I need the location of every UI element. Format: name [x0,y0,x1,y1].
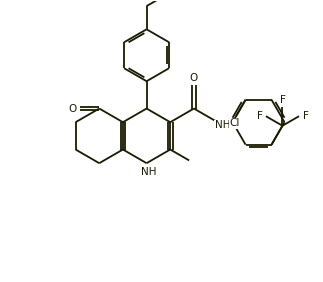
Text: NH: NH [215,120,230,130]
Text: F: F [303,111,308,121]
Text: NH: NH [141,167,157,177]
Text: Cl: Cl [229,118,240,128]
Text: O: O [190,73,198,83]
Text: F: F [279,94,286,105]
Text: O: O [68,103,76,114]
Text: F: F [256,111,262,121]
